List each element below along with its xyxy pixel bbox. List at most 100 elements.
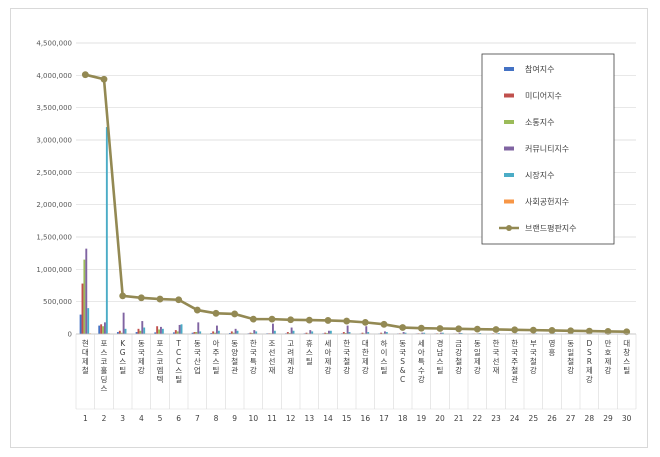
legend-label: 소통지수 <box>525 118 554 127</box>
line-point <box>473 325 481 333</box>
bar <box>87 308 90 334</box>
rank-label: 8 <box>214 414 219 423</box>
line-point <box>249 315 257 323</box>
line-point <box>455 325 463 333</box>
bar <box>135 332 138 334</box>
chart-frame: 0 500,000 1,000,000 1,500,000 2,000,000 2,500… <box>10 8 648 448</box>
bar <box>361 332 364 334</box>
rank-label: 1 <box>83 414 88 423</box>
rank-label: 26 <box>547 414 557 423</box>
legend-label: 커뮤니티지수 <box>525 144 569 154</box>
line-point <box>212 309 220 317</box>
bar <box>286 332 289 334</box>
bar <box>210 333 213 334</box>
line-point <box>81 71 89 79</box>
bar <box>404 332 407 334</box>
y-tick-label: 4,500,000 <box>36 40 72 48</box>
y-tick-label: 1,500,000 <box>36 234 72 242</box>
line-point <box>567 327 575 335</box>
rank-label: 13 <box>305 414 315 423</box>
rank-label: 10 <box>249 414 259 423</box>
rank-label: 11 <box>267 414 277 423</box>
bar <box>458 332 461 334</box>
bar <box>100 324 103 334</box>
line-point <box>268 315 276 323</box>
y-tick-label: 0 <box>68 331 72 339</box>
bar <box>116 332 119 334</box>
bar <box>81 283 84 334</box>
rank-label: 3 <box>120 414 125 423</box>
bar <box>365 326 368 334</box>
line-point <box>511 326 519 334</box>
bar <box>440 332 442 334</box>
bar <box>423 332 426 334</box>
bar <box>290 327 293 334</box>
bar <box>191 332 194 334</box>
y-tick-label: 500,000 <box>43 298 72 306</box>
bar <box>118 330 121 334</box>
line-point <box>585 327 593 335</box>
bar <box>79 314 82 334</box>
bar <box>197 322 200 334</box>
bar <box>154 332 157 334</box>
category-label: 동 국 S & C <box>399 339 406 384</box>
bar <box>102 326 104 334</box>
bar <box>199 331 202 334</box>
legend-label: 사회공헌지수 <box>525 198 569 207</box>
bar <box>195 332 198 334</box>
bar <box>180 324 183 334</box>
rank-label: 29 <box>603 414 613 423</box>
bar <box>104 322 106 334</box>
y-tick-label: 3,500,000 <box>36 104 72 112</box>
legend-label: 참여지수 <box>525 64 554 74</box>
rank-label: 4 <box>139 414 144 423</box>
rank-label: 15 <box>342 414 352 423</box>
rank-label: 2 <box>102 414 107 423</box>
bar <box>324 332 327 334</box>
rank-label: 24 <box>510 414 520 423</box>
legend-swatch <box>504 173 514 177</box>
rank-label: 6 <box>176 414 181 423</box>
bar <box>124 328 127 334</box>
rank-label: 18 <box>398 414 408 423</box>
bar <box>292 330 295 334</box>
legend-label: 브랜드평판지수 <box>525 223 577 233</box>
x-axis: 현 대 제 철 1 포 스 코 홀 딩 스 2 K G 스 틸 3 동 국 제 강 4 포 스 코 엠 텍 5 T C C 스 틸 6 동 국 산 업 7 아… <box>75 333 637 423</box>
bar <box>232 332 235 334</box>
bar <box>251 333 254 334</box>
rank-label: 27 <box>566 414 576 423</box>
line-point <box>548 327 556 334</box>
rank-label: 5 <box>158 414 163 423</box>
bar <box>143 327 146 334</box>
bar <box>272 323 274 334</box>
bar <box>98 325 101 334</box>
bar <box>234 328 237 334</box>
bar <box>212 331 215 334</box>
bar <box>328 330 330 334</box>
bar <box>83 259 86 334</box>
bar <box>214 332 216 334</box>
rank-label: 19 <box>417 414 427 423</box>
legend-label: 미디어지수 <box>525 91 562 101</box>
brand-index-line <box>81 71 631 336</box>
bar <box>176 331 179 334</box>
line-point <box>361 318 369 326</box>
rank-label: 12 <box>286 414 296 423</box>
bar <box>497 333 500 334</box>
bar <box>137 328 140 334</box>
